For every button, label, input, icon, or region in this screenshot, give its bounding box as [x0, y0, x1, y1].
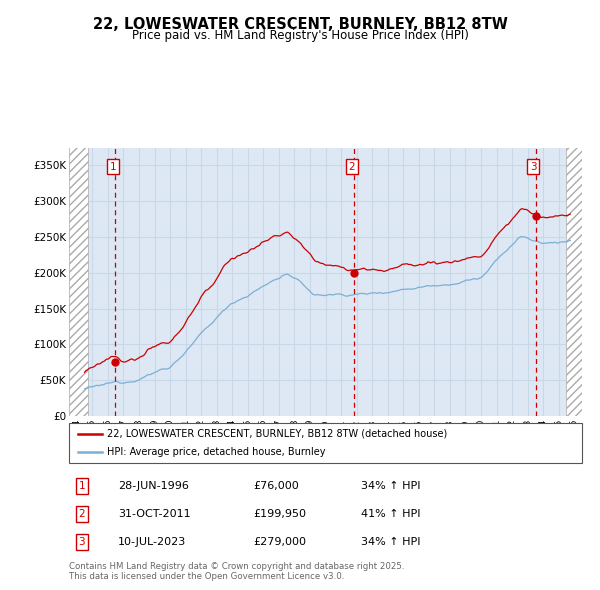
Text: 3: 3	[79, 537, 85, 547]
Text: 28-JUN-1996: 28-JUN-1996	[118, 481, 188, 491]
Text: 41% ↑ HPI: 41% ↑ HPI	[361, 509, 421, 519]
Text: 34% ↑ HPI: 34% ↑ HPI	[361, 537, 421, 547]
Text: Contains HM Land Registry data © Crown copyright and database right 2025.
This d: Contains HM Land Registry data © Crown c…	[69, 562, 404, 581]
Text: 3: 3	[530, 162, 536, 172]
Text: 1: 1	[79, 481, 85, 491]
Text: 1: 1	[110, 162, 116, 172]
Text: 2: 2	[349, 162, 355, 172]
Text: HPI: Average price, detached house, Burnley: HPI: Average price, detached house, Burn…	[107, 447, 326, 457]
Text: 22, LOWESWATER CRESCENT, BURNLEY, BB12 8TW (detached house): 22, LOWESWATER CRESCENT, BURNLEY, BB12 8…	[107, 429, 448, 439]
Text: 22, LOWESWATER CRESCENT, BURNLEY, BB12 8TW: 22, LOWESWATER CRESCENT, BURNLEY, BB12 8…	[92, 17, 508, 31]
Text: 31-OCT-2011: 31-OCT-2011	[118, 509, 190, 519]
Text: 2: 2	[79, 509, 85, 519]
Text: 10-JUL-2023: 10-JUL-2023	[118, 537, 186, 547]
Text: 34% ↑ HPI: 34% ↑ HPI	[361, 481, 421, 491]
Text: £199,950: £199,950	[254, 509, 307, 519]
Text: £279,000: £279,000	[254, 537, 307, 547]
Text: £76,000: £76,000	[254, 481, 299, 491]
FancyBboxPatch shape	[69, 423, 582, 463]
Text: Price paid vs. HM Land Registry's House Price Index (HPI): Price paid vs. HM Land Registry's House …	[131, 30, 469, 42]
